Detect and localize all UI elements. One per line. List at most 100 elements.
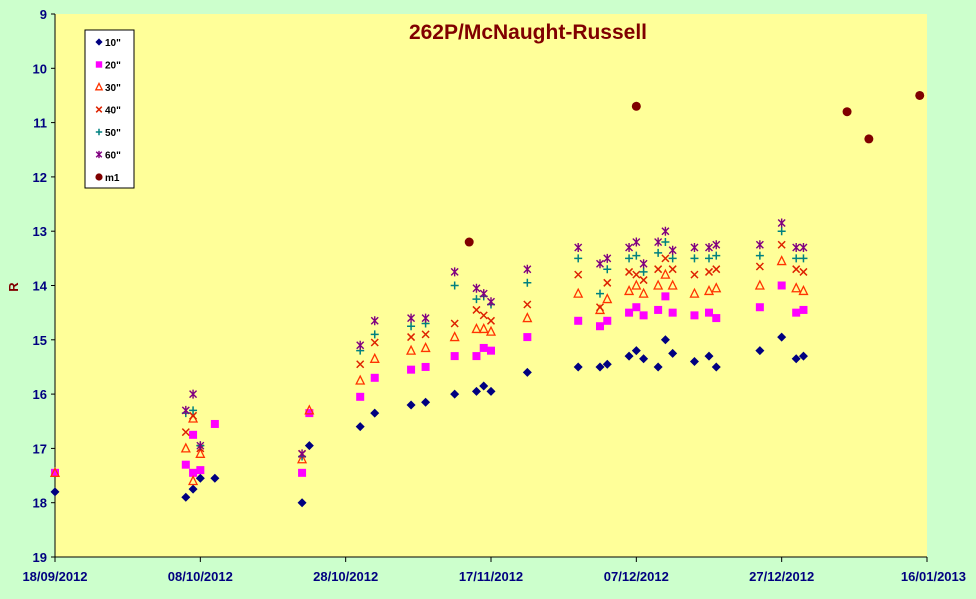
data-point xyxy=(792,265,801,274)
y-tick-label: 17 xyxy=(33,441,47,456)
data-point xyxy=(703,284,715,296)
legend-items: 10" 20" 30" 40" 50" 60" m1 xyxy=(94,38,121,184)
data-point xyxy=(522,312,533,323)
data-point xyxy=(479,343,488,352)
data-point xyxy=(479,381,489,391)
data-point xyxy=(421,362,430,371)
data-point xyxy=(406,400,416,410)
x-tick-label: 27/12/2012 xyxy=(749,569,814,584)
data-point xyxy=(631,101,641,111)
data-point xyxy=(370,373,379,382)
data-point xyxy=(632,251,641,260)
data-point xyxy=(792,242,801,252)
data-point xyxy=(754,279,765,290)
data-point xyxy=(196,466,205,475)
data-point xyxy=(523,278,532,287)
data-point xyxy=(471,322,482,334)
data-point xyxy=(356,360,365,369)
data-point xyxy=(407,365,416,374)
y-tick-label: 19 xyxy=(33,550,47,565)
data-point xyxy=(369,352,380,363)
data-point xyxy=(304,404,315,415)
y-tick-label: 16 xyxy=(33,387,47,402)
data-point xyxy=(791,354,801,364)
data-point xyxy=(799,267,808,276)
data-point xyxy=(639,311,648,320)
data-point xyxy=(660,335,670,345)
data-point xyxy=(776,255,787,266)
y-tick-label: 12 xyxy=(33,170,47,185)
data-point xyxy=(842,107,852,117)
data-point xyxy=(189,430,198,439)
legend-label: m1 xyxy=(105,173,120,184)
legend-marker xyxy=(95,173,103,181)
plot-area xyxy=(55,14,927,557)
y-tick-label: 11 xyxy=(33,116,47,131)
data-point xyxy=(407,322,416,331)
data-point xyxy=(625,242,634,252)
data-point xyxy=(603,265,612,274)
data-point xyxy=(632,237,641,247)
data-point xyxy=(638,287,649,298)
data-point xyxy=(406,344,417,355)
data-point xyxy=(479,289,488,299)
y-tick-label: 18 xyxy=(33,496,47,511)
data-point xyxy=(632,303,641,312)
data-point xyxy=(712,265,721,274)
data-point xyxy=(668,308,677,317)
data-point xyxy=(188,475,199,486)
data-point xyxy=(799,242,808,252)
data-point xyxy=(661,292,670,301)
data-point xyxy=(181,405,190,415)
data-point xyxy=(705,308,713,317)
data-point xyxy=(370,408,380,418)
data-point xyxy=(755,303,764,312)
series-3 xyxy=(49,255,809,486)
data-point xyxy=(603,253,612,263)
data-point xyxy=(668,245,677,255)
x-tick-label: 17/11/2012 xyxy=(459,569,523,584)
data-point xyxy=(624,284,635,296)
legend-marker xyxy=(95,61,103,68)
data-point xyxy=(596,259,604,269)
data-point xyxy=(654,248,663,257)
data-point xyxy=(421,397,431,407)
data-point xyxy=(305,409,314,418)
series-6 xyxy=(181,218,808,459)
legend-marker xyxy=(95,150,103,159)
data-point xyxy=(631,346,641,356)
series-2 xyxy=(51,281,808,477)
data-point xyxy=(574,270,583,279)
data-point xyxy=(798,351,808,361)
data-point xyxy=(602,359,612,369)
data-point xyxy=(356,340,365,350)
data-point xyxy=(471,386,481,396)
data-point xyxy=(755,262,764,271)
data-point xyxy=(181,492,191,502)
data-point xyxy=(712,314,721,323)
data-point xyxy=(421,313,430,323)
data-point xyxy=(487,346,495,355)
data-point xyxy=(188,484,198,494)
legend-label: 50" xyxy=(105,128,121,139)
data-point xyxy=(704,267,714,276)
series-7 xyxy=(464,90,925,247)
data-point xyxy=(602,293,613,304)
data-point xyxy=(639,276,648,285)
data-point xyxy=(49,466,61,477)
legend-box xyxy=(84,29,135,189)
legend-marker xyxy=(95,106,103,113)
data-point xyxy=(196,441,205,451)
data-point xyxy=(485,325,497,336)
data-point xyxy=(799,254,808,263)
x-tick-label: 28/10/2012 xyxy=(313,569,378,584)
data-point xyxy=(472,352,481,361)
data-point xyxy=(777,227,786,236)
data-point xyxy=(639,267,648,276)
data-point xyxy=(487,297,495,307)
data-point xyxy=(792,254,801,263)
data-point xyxy=(625,308,634,317)
data-point xyxy=(668,348,678,358)
data-point xyxy=(472,283,481,293)
x-tick-label: 08/10/2012 xyxy=(168,569,233,584)
